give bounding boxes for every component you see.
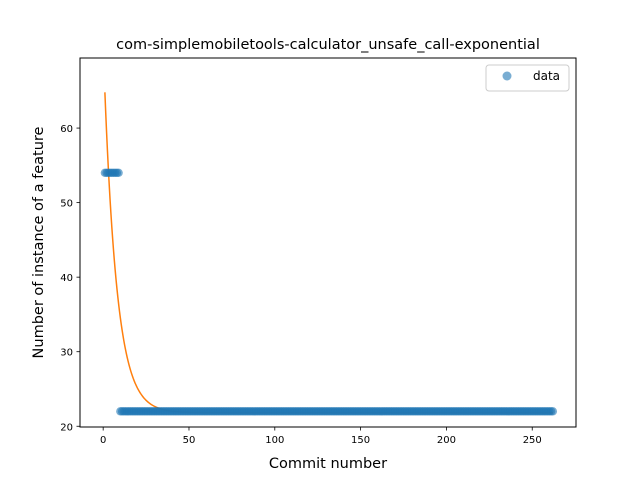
data-point: [114, 168, 123, 177]
axes-frame: [79, 57, 577, 428]
x-tick-label: 150: [351, 435, 370, 446]
x-tick-label: 50: [183, 435, 196, 446]
y-tick-label: 30: [60, 348, 73, 359]
x-tick-label: 250: [523, 435, 542, 446]
y-tick-label: 40: [60, 273, 73, 284]
legend-marker: [502, 71, 512, 81]
x-tick-label: 100: [265, 435, 284, 446]
x-axis-label: Commit number: [269, 456, 387, 472]
plot-area: [100, 92, 558, 416]
x-axis: 0 50 100 150 200 250: [100, 427, 542, 446]
y-axis: 20 30 40 50 60: [60, 124, 80, 433]
data-point: [548, 407, 558, 416]
y-tick-label: 50: [60, 199, 73, 210]
legend-box: [485, 64, 570, 92]
y-axis-label: Number of instance of a feature: [31, 126, 47, 358]
legend: data: [485, 64, 570, 92]
y-tick-label: 60: [60, 124, 73, 135]
points-layer: [100, 168, 558, 416]
chart-title: com-simplemobiletools-calculator_unsafe_…: [116, 37, 540, 53]
x-tick-label: 0: [100, 435, 106, 446]
x-tick-label: 200: [437, 435, 456, 446]
legend-label-data: data: [533, 69, 560, 83]
y-tick-label: 20: [60, 422, 73, 433]
